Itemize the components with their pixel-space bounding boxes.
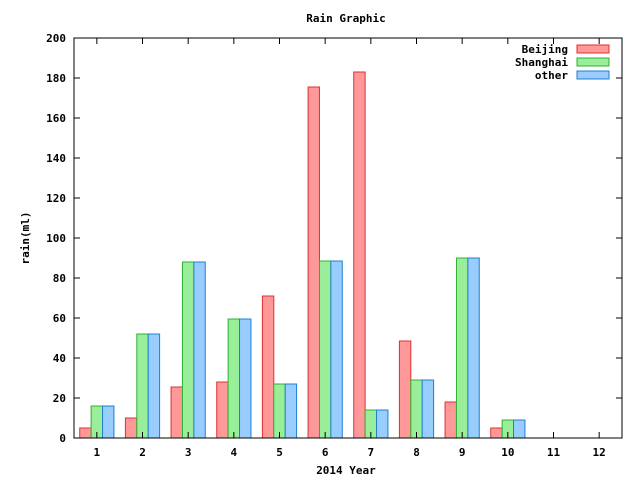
x-tick-label: 6 [322, 446, 329, 459]
legend-label-shanghai: Shanghai [515, 56, 568, 69]
y-tick-label: 180 [46, 72, 66, 85]
x-tick-label: 5 [276, 446, 283, 459]
bar-beijing-1 [79, 427, 92, 439]
y-tick-label: 0 [59, 432, 66, 445]
x-tick-label: 10 [501, 446, 514, 459]
legend-label-other: other [535, 69, 568, 82]
bar-shanghai-8 [410, 379, 423, 439]
x-tick-label: 1 [94, 446, 101, 459]
bar-other-1 [102, 405, 115, 439]
bar-other-3 [193, 261, 206, 439]
bar-shanghai-3 [181, 261, 195, 439]
y-tick-label: 200 [46, 32, 66, 45]
bar-other-4 [239, 318, 252, 439]
x-tick-label: 2 [139, 446, 146, 459]
bar-beijing-6 [307, 86, 320, 439]
x-tick-label: 12 [593, 446, 606, 459]
bar-beijing-2 [124, 417, 138, 439]
bar-other-9 [467, 257, 480, 439]
bar-other-7 [376, 409, 389, 439]
y-tick-label: 140 [46, 152, 66, 165]
legend-swatch-shanghai [576, 57, 610, 67]
x-tick-label: 7 [368, 446, 375, 459]
bar-shanghai-6 [318, 260, 332, 439]
x-tick-label: 9 [459, 446, 466, 459]
bar-beijing-10 [490, 427, 503, 439]
y-axis-label: rain(ml) [19, 212, 32, 265]
bar-other-8 [421, 379, 435, 439]
y-tick-label: 20 [53, 392, 66, 405]
x-tick-label: 8 [413, 446, 420, 459]
bar-beijing-9 [444, 401, 457, 439]
bar-shanghai-5 [273, 383, 286, 439]
x-tick-label: 4 [231, 446, 238, 459]
legend-swatch-beijing [576, 44, 610, 54]
bar-other-6 [330, 260, 343, 439]
bars-group [79, 71, 526, 439]
legend-label-beijing: Beijing [522, 43, 568, 56]
bar-other-2 [147, 333, 161, 439]
y-tick-label: 40 [53, 352, 66, 365]
chart-title: Rain Graphic [306, 12, 385, 25]
bar-shanghai-9 [455, 257, 469, 439]
legend-swatch-other [576, 70, 610, 80]
x-tick-label: 11 [547, 446, 561, 459]
y-tick-label: 120 [46, 192, 66, 205]
y-tick-label: 80 [53, 272, 66, 285]
y-tick-label: 60 [53, 312, 66, 325]
bar-other-10 [513, 419, 526, 439]
y-tick-label: 100 [46, 232, 66, 245]
bar-other-5 [284, 383, 298, 439]
bar-shanghai-4 [227, 318, 241, 439]
bar-beijing-7 [353, 71, 366, 439]
y-tick-label: 160 [46, 112, 66, 125]
x-tick-label: 3 [185, 446, 192, 459]
bar-beijing-3 [170, 386, 183, 439]
bar-beijing-5 [261, 295, 275, 439]
bar-beijing-4 [216, 381, 229, 439]
bar-shanghai-2 [136, 333, 149, 439]
x-axis-label: 2014 Year [316, 464, 376, 477]
bar-beijing-8 [398, 340, 412, 439]
